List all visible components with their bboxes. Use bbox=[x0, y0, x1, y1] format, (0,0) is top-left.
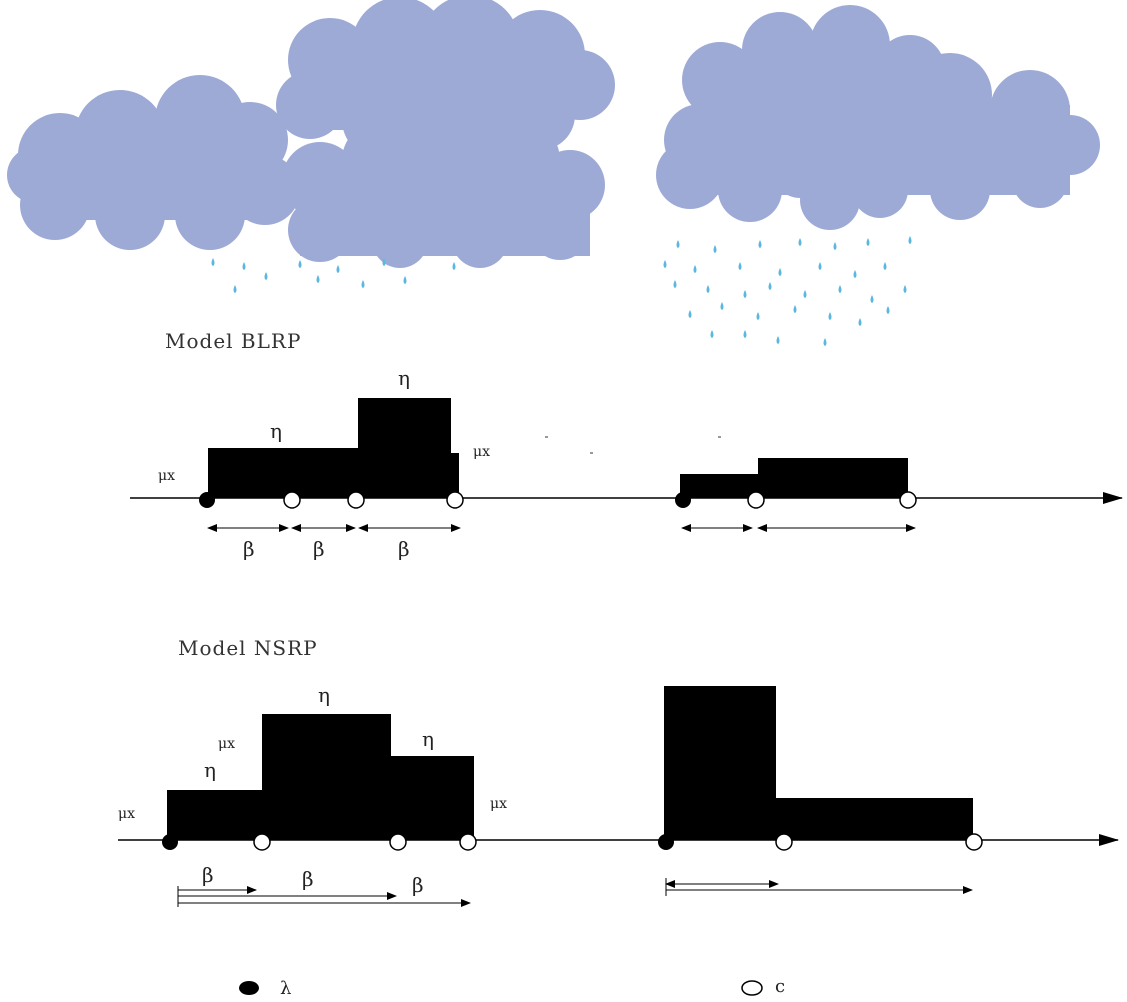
blrp-cell-block-1 bbox=[208, 448, 358, 498]
blrp-cell-origin-1 bbox=[283, 491, 301, 509]
blrp-cell-block-5 bbox=[758, 458, 908, 498]
nsrp-cell-block-4 bbox=[664, 686, 776, 840]
nsrp-eta-label-2: η bbox=[318, 683, 330, 707]
nsrp-eta-label-3: η bbox=[422, 727, 434, 751]
nsrp-storm-origin-2 bbox=[658, 834, 674, 850]
blrp-beta-label-1: β bbox=[243, 537, 255, 561]
blrp-cell-block-2 bbox=[358, 398, 451, 498]
rain-left-icon bbox=[211, 258, 456, 293]
nsrp-beta-label-1: β bbox=[202, 863, 214, 887]
blrp-storm-2-blocks bbox=[680, 458, 908, 498]
blrp-cell-origin-2 bbox=[347, 491, 365, 509]
blrp-cell-origin-4 bbox=[747, 491, 765, 509]
cloud-right-icon bbox=[656, 5, 1100, 230]
open-circle-icon bbox=[741, 980, 763, 996]
nsrp-cell-block-3 bbox=[391, 756, 474, 840]
nsrp-storm-2-blocks bbox=[664, 686, 973, 840]
nsrp-cell-block-1 bbox=[167, 790, 262, 840]
nsrp-mu-label-1: μx bbox=[118, 806, 135, 822]
legend-storm-origin-label: λ bbox=[280, 978, 291, 999]
blrp-title: Model BLRP bbox=[165, 329, 301, 353]
blrp-cell-block-4 bbox=[680, 474, 758, 498]
rain-right-icon bbox=[663, 236, 912, 346]
nsrp-beta-label-2: β bbox=[302, 867, 314, 891]
nsrp-duration-arrows-1 bbox=[177, 886, 471, 907]
nsrp-beta-label-3: β bbox=[412, 873, 424, 897]
nsrp-cell-origin-1 bbox=[253, 833, 271, 851]
nsrp-cell-block-2 bbox=[262, 714, 391, 840]
nsrp-title: Model NSRP bbox=[178, 636, 318, 660]
blrp-cell-block-3 bbox=[451, 453, 459, 498]
nsrp-storm-origin-1 bbox=[162, 834, 178, 850]
nsrp-mu-label-3: μx bbox=[490, 796, 507, 812]
blrp-eta-label-1: η bbox=[270, 419, 282, 443]
filled-circle-icon bbox=[239, 981, 259, 995]
nsrp-storm-1-blocks bbox=[167, 714, 474, 840]
blrp-storm-1-blocks bbox=[208, 398, 459, 498]
legend-cell-origin-label: c bbox=[775, 976, 785, 997]
blrp-mu-label-left: μx bbox=[158, 468, 175, 484]
blrp-storm-origin-1 bbox=[199, 492, 215, 508]
nsrp-cell-block-5 bbox=[776, 798, 973, 840]
nsrp-cell-origin-5 bbox=[965, 833, 983, 851]
nsrp-duration-arrows-2 bbox=[665, 878, 973, 896]
nsrp-cell-origin-4 bbox=[775, 833, 793, 851]
blrp-eta-label-2: η bbox=[398, 366, 410, 390]
nsrp-cell-origin-3 bbox=[459, 833, 477, 851]
cloud-left-icon bbox=[7, 0, 615, 268]
blrp-cell-origin-5 bbox=[899, 491, 917, 509]
blrp-storm-origin-2 bbox=[675, 492, 691, 508]
scan-specks bbox=[545, 436, 721, 454]
blrp-beta-label-2: β bbox=[313, 537, 325, 561]
blrp-beta-label-3: β bbox=[398, 537, 410, 561]
blrp-mu-label-right: μx bbox=[473, 444, 490, 460]
legend: λ c bbox=[239, 976, 785, 999]
nsrp-mu-label-2: μx bbox=[218, 736, 235, 752]
nsrp-cell-origin-2 bbox=[389, 833, 407, 851]
blrp-cell-origin-3 bbox=[446, 491, 464, 509]
nsrp-eta-label-1: η bbox=[204, 758, 216, 782]
